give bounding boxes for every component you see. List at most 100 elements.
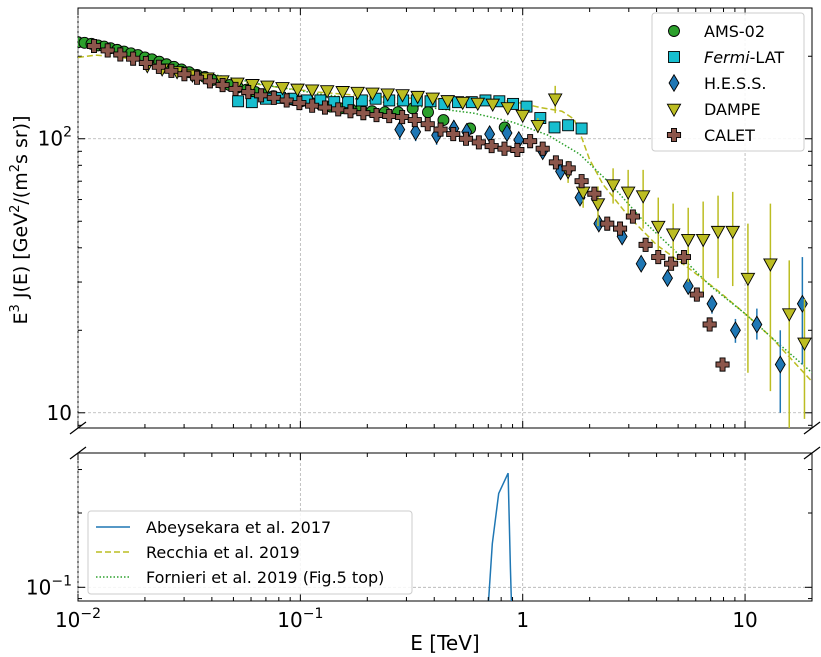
point-calet (561, 161, 576, 176)
point-dampe (335, 86, 351, 100)
point-calet (241, 85, 256, 100)
point-hess (501, 123, 513, 143)
point-calet (510, 142, 525, 158)
legend-marker-ams (668, 25, 680, 37)
point-fermi (245, 96, 258, 109)
point-calet (587, 186, 602, 201)
point-hess (662, 269, 673, 288)
point-calet (548, 155, 563, 170)
point-calet (215, 78, 230, 93)
legend-label-ams: AMS-02 (704, 22, 765, 41)
legend-models: Abeysekara et al. 2017 Recchia et al. 201… (87, 510, 413, 595)
point-calet (638, 237, 653, 252)
legend-label-recchia: Recchia et al. 2019 (146, 543, 300, 562)
legend-label-hess: H.E.S.S. (704, 74, 767, 93)
upper-panel: 10 102 (38, 7, 813, 429)
point-calet (189, 70, 205, 85)
point-calet (382, 109, 397, 124)
point-calet (446, 127, 461, 142)
point-dampe (781, 308, 797, 322)
point-calet (317, 100, 332, 115)
point-dampe (620, 186, 636, 200)
point-fermi (355, 94, 368, 107)
point-calet (151, 59, 166, 74)
lower-panel: 10−1 (26, 452, 813, 602)
point-dampe (530, 120, 546, 134)
upper-plot-area (78, 36, 812, 428)
point-calet (113, 47, 128, 62)
lower-y-ticks: 10−1 (26, 469, 812, 599)
point-dampe (680, 233, 696, 248)
lower-plot-area (487, 472, 513, 601)
point-calet (395, 110, 410, 125)
x-tick-label: 1 (516, 608, 529, 632)
point-dampe (395, 89, 410, 103)
point-calet (612, 221, 628, 236)
point-calet (138, 55, 153, 71)
y-tick-label: 10−1 (26, 573, 72, 599)
point-dampe (410, 90, 426, 105)
legend-label-abey: Abeysekara et al. 2017 (146, 518, 331, 537)
point-calet (266, 90, 281, 105)
x-tick-label: 10−1 (277, 606, 323, 632)
point-calet (600, 216, 615, 231)
point-hess (682, 276, 694, 296)
legend-label-dampe: DAMPE (704, 100, 761, 119)
point-calet (651, 250, 666, 265)
curve-recchia (78, 54, 812, 383)
legend-label-fornieri: Fornieri et al. 2019 (Fig.5 top) (146, 568, 384, 587)
curve-fornieri (78, 38, 812, 374)
point-fermi (232, 95, 245, 108)
point-calet (497, 141, 512, 156)
point-dampe (590, 198, 606, 212)
point-calet (458, 131, 474, 146)
point-hess (635, 254, 647, 273)
x-ticks: 10−2 10−1 1 10 (55, 8, 813, 632)
curve-abey (487, 472, 513, 601)
point-calet (100, 43, 115, 58)
point-dampe (635, 190, 651, 204)
legend-marker-calet (666, 127, 682, 143)
point-dampe (605, 179, 621, 193)
point-calet (484, 139, 499, 154)
point-calet (331, 102, 346, 117)
point-dampe (695, 233, 711, 248)
point-hess (394, 120, 406, 139)
point-fermi (575, 122, 588, 135)
point-calet (433, 122, 448, 137)
point-calet (228, 81, 243, 96)
point-calet (177, 67, 192, 82)
point-calet (664, 256, 679, 271)
x-tick-label: 10 (732, 608, 757, 632)
point-dampe (763, 258, 778, 272)
point-dampe (304, 84, 320, 98)
legend-marker-fermi (668, 51, 680, 63)
series-dampe (139, 60, 812, 428)
point-dampe (725, 225, 741, 240)
point-dampe (425, 92, 441, 106)
point-dampe (365, 87, 380, 102)
point-hess (774, 355, 786, 374)
point-dampe (485, 98, 501, 113)
point-dampe (440, 95, 456, 109)
point-calet (420, 117, 435, 132)
point-calet (471, 135, 486, 150)
point-hess (410, 122, 422, 141)
upper-y-ticks: 10 102 (38, 7, 812, 426)
point-calet (715, 357, 730, 372)
point-calet (86, 38, 102, 54)
point-calet (535, 141, 550, 156)
lower-plot-frame (77, 452, 813, 602)
point-calet (254, 88, 269, 103)
point-dampe (797, 337, 812, 351)
y-tick-label: 102 (38, 125, 72, 151)
y-axis-label: E3 J(E) [GeV2/(m2s sr)] (8, 115, 32, 324)
point-dampe (350, 86, 366, 101)
point-calet (126, 51, 141, 66)
legend-label-fermi: Fermi-LAT (704, 48, 784, 67)
point-dampe (515, 109, 531, 124)
point-calet (279, 93, 294, 108)
legend-marker-hess (668, 73, 680, 93)
point-hess (796, 294, 808, 313)
